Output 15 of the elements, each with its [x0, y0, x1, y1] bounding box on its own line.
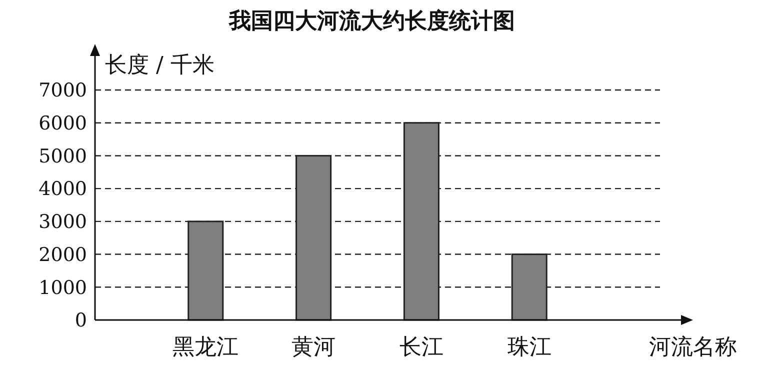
chart-title: 我国四大河流大约长度统计图 [228, 8, 515, 34]
x-tick-label: 长江 [399, 335, 444, 360]
y-tick-label: 6000 [38, 112, 87, 135]
y-tick-label: 0 [74, 310, 87, 332]
y-tick-label: 2000 [38, 244, 87, 266]
y-tick-label: 4000 [38, 178, 87, 200]
y-tick-label: 5000 [38, 145, 87, 168]
x-axis-title: 河流名称 [649, 335, 737, 360]
x-tick-label: 黑龙江 [172, 335, 239, 360]
y-tick-label: 1000 [38, 276, 87, 299]
x-tick-label: 黄河 [292, 335, 336, 360]
y-tick-label: 7000 [38, 80, 87, 102]
y-tick-label: 3000 [38, 211, 87, 234]
x-tick-label: 珠江 [507, 335, 552, 360]
y-axis-title: 长度 / 千米 [105, 53, 214, 78]
